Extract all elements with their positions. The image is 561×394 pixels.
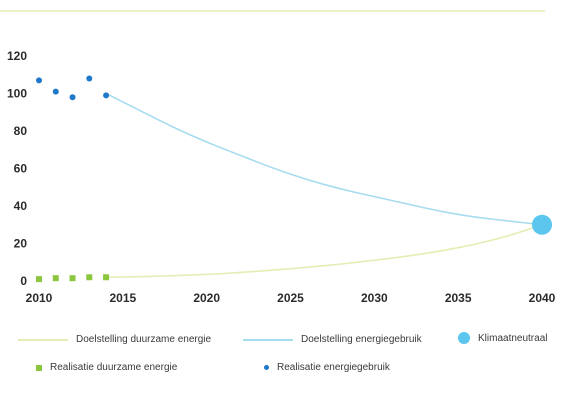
series-markers (36, 75, 552, 283)
y-tick-label: 100 (7, 87, 27, 101)
line-swatch-icon (18, 338, 68, 341)
legend-item-actual-renewable: Realisatie duurzame energie (36, 362, 177, 373)
big-dot-icon (458, 332, 470, 344)
data-point-dot (69, 94, 76, 101)
y-tick-label: 40 (14, 199, 28, 213)
square-marker-icon (36, 364, 42, 371)
climate-neutral-point (532, 214, 552, 235)
y-axis-ticks: 0 20 40 60 80 100 120 (7, 49, 27, 288)
data-point-square (52, 275, 59, 282)
data-point-square (69, 275, 76, 282)
data-point-square (86, 274, 93, 281)
x-tick-label: 2025 (277, 291, 304, 305)
legend-item-actual-energy: Realisatie energiegebruik (264, 362, 390, 373)
legend-label: Realisatie energiegebruik (277, 362, 390, 373)
legend-label: Doelstelling energiegebruik (301, 334, 422, 345)
y-tick-label: 60 (14, 162, 28, 176)
top-divider (0, 10, 545, 12)
data-point-dot (36, 77, 42, 84)
x-axis-ticks: 2010 2015 2020 2025 2030 2035 2040 (26, 291, 556, 305)
data-point-dot (103, 92, 110, 99)
dot-marker-icon (264, 365, 269, 370)
legend-item-target-renewable: Doelstelling duurzame energie (18, 334, 211, 345)
line-swatch-icon (243, 338, 293, 341)
x-tick-label: 2030 (361, 291, 388, 305)
series-line (106, 223, 543, 279)
x-tick-label: 2010 (26, 291, 53, 305)
legend-label: Doelstelling duurzame energie (76, 334, 212, 345)
data-point-dot (86, 75, 93, 82)
data-point-dot (52, 88, 59, 95)
legend-item-climate-neutral: Klimaatneutraal (458, 332, 547, 344)
y-tick-label: 120 (7, 49, 27, 63)
x-tick-label: 2015 (109, 291, 136, 305)
data-point-square (36, 276, 42, 283)
legend-item-target-energy: Doelstelling energiegebruik (243, 334, 422, 345)
y-tick-label: 0 (20, 274, 27, 288)
y-tick-label: 20 (14, 237, 28, 251)
legend-label: Klimaatneutraal (478, 332, 548, 344)
x-tick-label: 2040 (529, 291, 556, 305)
legend-label: Realisatie duurzame energie (50, 362, 178, 373)
series-lines (105, 92, 543, 279)
x-tick-label: 2035 (445, 291, 472, 305)
y-tick-label: 80 (14, 124, 28, 138)
x-tick-label: 2020 (193, 291, 220, 305)
series-line (105, 92, 543, 226)
data-point-square (103, 274, 110, 281)
